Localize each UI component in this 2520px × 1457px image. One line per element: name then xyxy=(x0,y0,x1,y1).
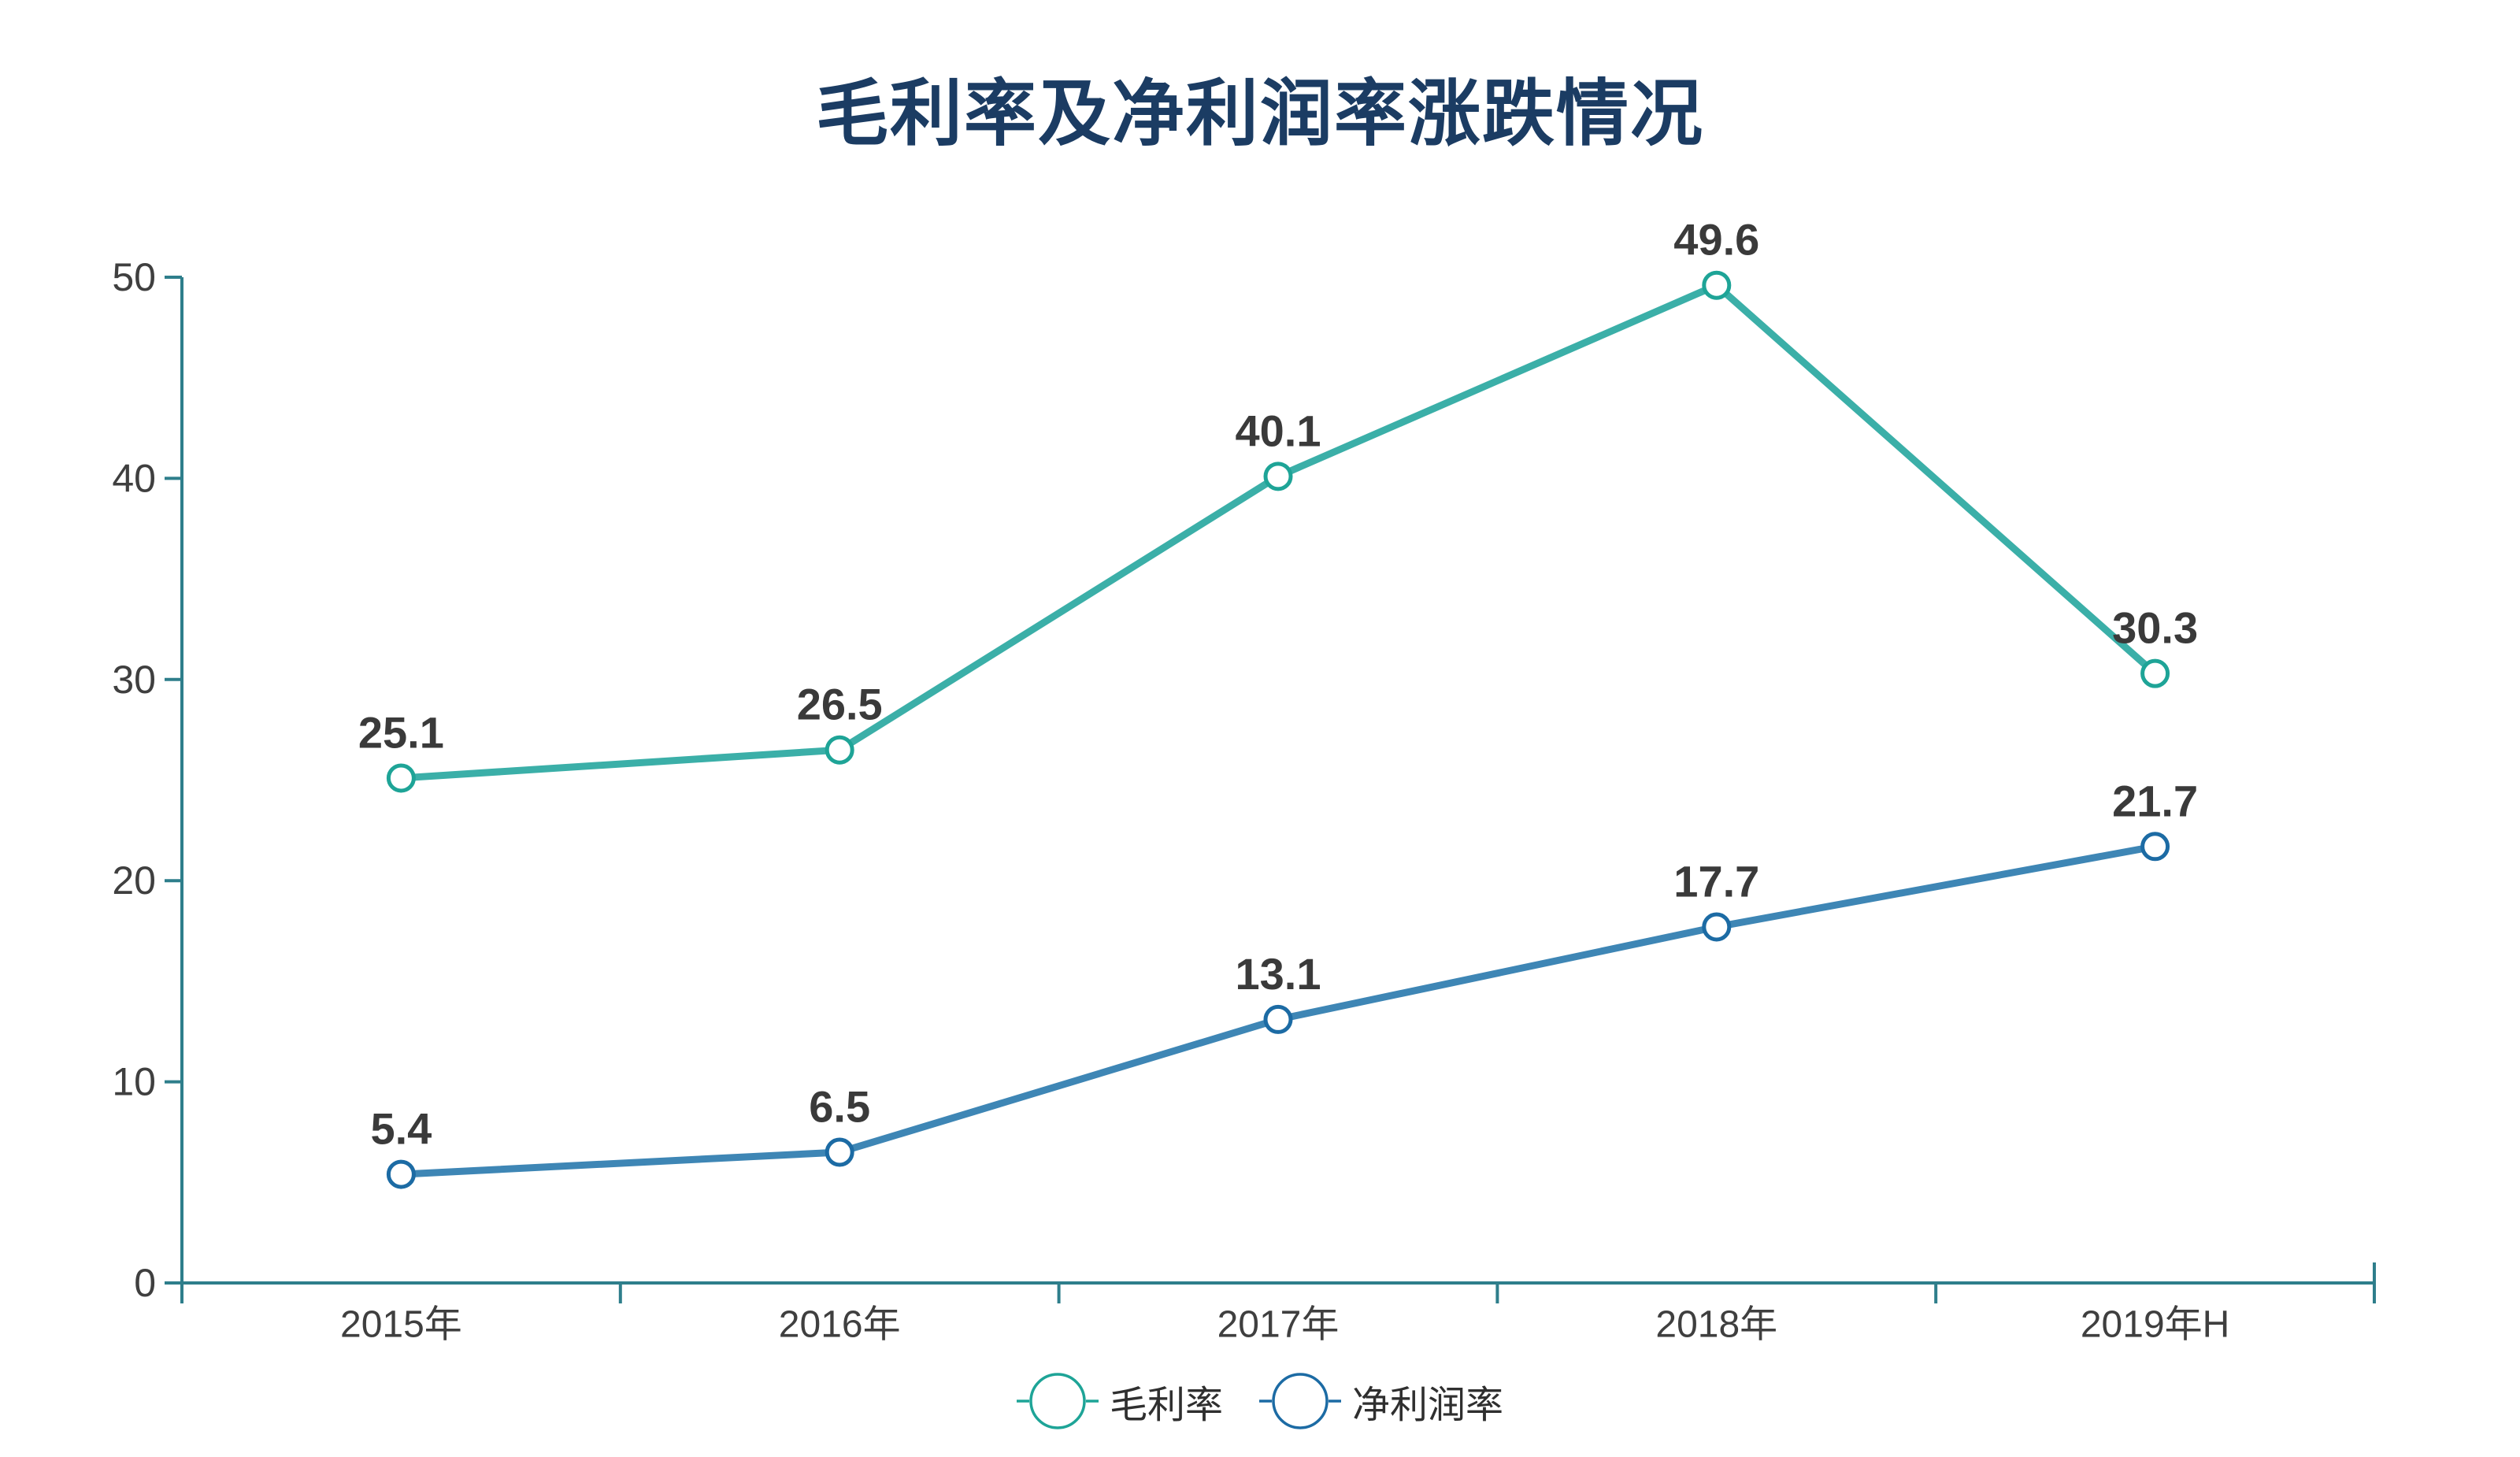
data-point-label: 25.1 xyxy=(358,707,444,757)
y-axis-tick-label: 0 xyxy=(134,1261,156,1305)
data-point-marker[interactable] xyxy=(1263,462,1293,491)
data-point-marker[interactable] xyxy=(825,735,854,765)
data-point-label: 6.5 xyxy=(809,1081,870,1131)
y-axis-tick-label: 30 xyxy=(112,658,156,702)
data-point-label: 5.4 xyxy=(370,1104,432,1154)
x-axis-category-label: 2017年 xyxy=(1217,1304,1340,1346)
data-point-marker[interactable] xyxy=(2140,658,2170,688)
data-point-label: 26.5 xyxy=(797,680,883,729)
x-axis-category-label: 2016年 xyxy=(779,1304,901,1346)
data-point-marker[interactable] xyxy=(386,1159,416,1189)
chart-title: 毛利率及净利润率涨跌情况 xyxy=(815,74,1704,154)
data-point-marker[interactable] xyxy=(1702,912,1732,942)
chart-legend: 毛利率 净利润率 xyxy=(0,1372,2520,1430)
legend-label-net-margin[interactable]: 净利润率 xyxy=(1352,1385,1504,1426)
data-point-label: 21.7 xyxy=(2112,776,2198,825)
data-point-marker[interactable] xyxy=(386,763,416,793)
legend-item-gross-margin[interactable]: 毛利率 xyxy=(1016,1372,1223,1430)
data-point-marker[interactable] xyxy=(825,1137,854,1167)
net-margin-legend-icon xyxy=(1259,1373,1341,1429)
x-axis-category-label: 2015年 xyxy=(340,1304,462,1346)
data-point-marker[interactable] xyxy=(1702,270,1732,300)
x-axis-category-label: 2019年H xyxy=(2081,1304,2229,1346)
data-point-label: 49.6 xyxy=(1673,215,1759,265)
y-axis-tick-label: 10 xyxy=(112,1060,156,1104)
data-point-label: 30.3 xyxy=(2112,603,2198,653)
data-point-label: 13.1 xyxy=(1236,949,1321,999)
gross-margin-series-line[interactable] xyxy=(397,281,2159,782)
data-point-marker[interactable] xyxy=(2140,832,2170,862)
x-axis-category-label: 2018年 xyxy=(1655,1304,1777,1346)
y-axis-tick-label: 20 xyxy=(112,858,156,903)
data-point-label: 17.7 xyxy=(1673,856,1759,906)
data-point-label: 40.1 xyxy=(1236,406,1321,455)
gross-margin-legend-icon xyxy=(1016,1373,1099,1429)
legend-label-gross-margin[interactable]: 毛利率 xyxy=(1109,1385,1223,1426)
data-point-marker[interactable] xyxy=(1263,1004,1293,1034)
y-axis-tick-label: 50 xyxy=(112,255,156,299)
legend-item-net-margin[interactable]: 净利润率 xyxy=(1259,1372,1503,1430)
y-axis-tick-label: 40 xyxy=(112,456,156,500)
